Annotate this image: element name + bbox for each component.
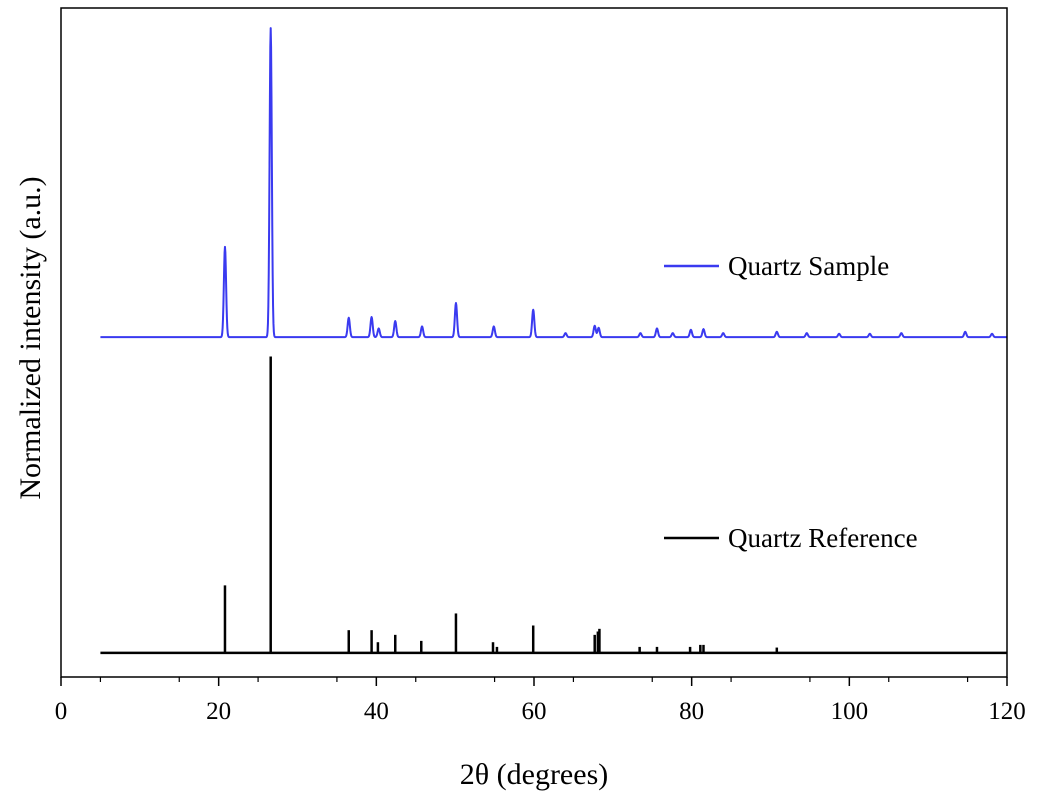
x-tick-label: 100 [831,698,869,725]
legend-item-reference: Quartz Reference [664,523,918,553]
axes: 0 20 40 60 80 100 120 [55,7,1026,725]
legend-label-sample: Quartz Sample [728,251,889,281]
series-line-sample [99,27,1008,339]
x-tick-label: 0 [55,698,68,725]
x-tick-label: 20 [206,698,231,725]
x-tick-label: 80 [679,698,704,725]
legend-item-sample: Quartz Sample [664,251,889,281]
plot-area [99,27,1008,655]
y-axis-label: Normalized intensity (a.u.) [14,176,47,499]
x-tick-label: 120 [988,698,1026,725]
x-tick-label: 60 [522,698,547,725]
x-tick-label: 40 [364,698,389,725]
legend-label-reference: Quartz Reference [728,523,918,553]
plot-frame [60,7,1008,678]
x-axis-label: 2θ (degrees) [460,758,608,791]
